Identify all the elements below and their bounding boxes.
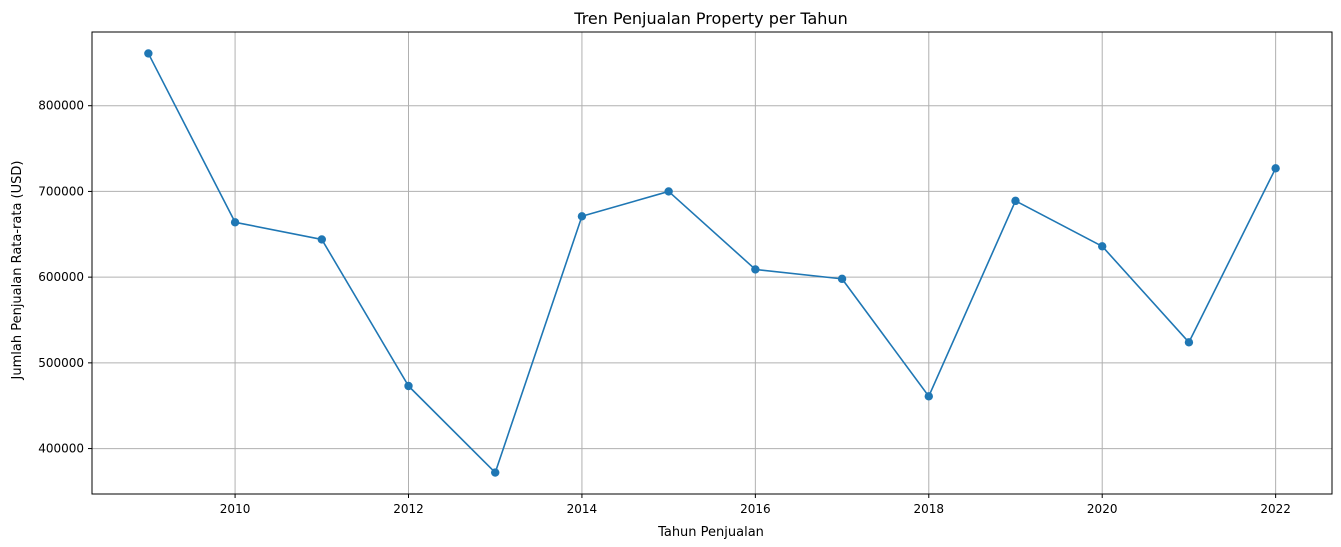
data-point [1271,164,1280,173]
chart-title: Tren Penjualan Property per Tahun [573,9,847,28]
data-point [1184,338,1194,347]
axes-layer [91,31,1333,495]
series-line [147,53,1277,474]
grid-layer [92,32,1332,494]
x-tick-label: 2014 [567,502,598,516]
x-tick-label: 2022 [1260,502,1291,516]
data-point [577,212,587,221]
data-point [230,218,240,227]
y-axis-label: Jumlah Penjualan Rata-rata (USD) [10,161,25,381]
data-point [1098,242,1107,251]
x-tick-label: 2012 [393,502,424,516]
data-point [837,274,847,284]
y-tick-label: 700000 [38,184,84,198]
data-point [144,49,153,58]
data-point [317,235,326,244]
x-axis-label: Tahun Penjualan [657,525,764,540]
x-tick-label: 2016 [740,502,771,516]
data-point [664,187,673,196]
ticks-layer: 2010 2012 2014 2016 2018 2020 2022 400000 500000… [38,99,1291,516]
series-layer [144,49,1280,477]
data-point [491,468,500,477]
y-tick-label: 500000 [38,356,84,370]
y-tick-label: 800000 [38,99,84,113]
data-point [751,265,760,274]
y-tick-label: 400000 [38,442,84,456]
x-tick-label: 2020 [1087,502,1118,516]
x-tick-label: 2010 [220,502,251,516]
data-point [404,381,413,391]
plot-frame [91,31,1333,495]
y-tick-label: 600000 [38,270,84,284]
data-point [1011,196,1020,206]
data-point [924,392,933,401]
x-tick-label: 2018 [914,502,945,516]
